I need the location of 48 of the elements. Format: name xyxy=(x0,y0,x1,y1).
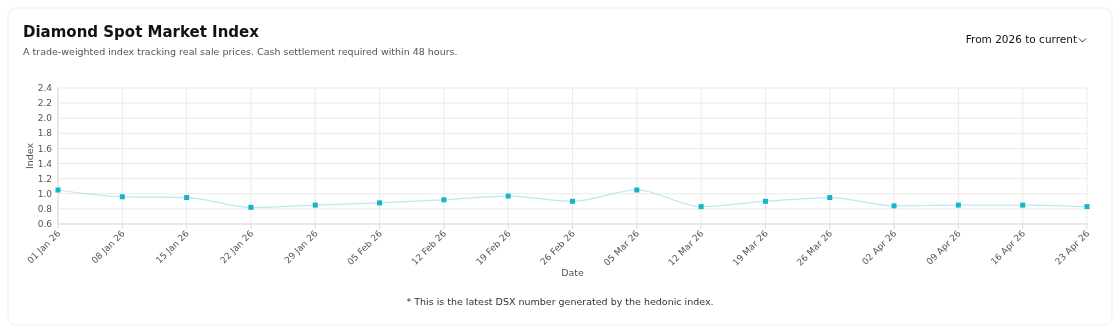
x-tick-label: 12 Feb 26 xyxy=(409,228,449,267)
y-axis-title: Index xyxy=(24,142,35,170)
point xyxy=(570,198,575,204)
y-tick-label: 2.2 xyxy=(37,98,52,109)
point xyxy=(312,202,318,208)
point xyxy=(377,200,383,206)
x-tick-label: 23 Apr 26 xyxy=(1053,228,1092,267)
point xyxy=(505,193,511,199)
y-tick-label: 0.8 xyxy=(37,204,53,215)
y-tick-label: 0.6 xyxy=(37,219,53,230)
point xyxy=(955,202,961,208)
y-tick-label: 2.4 xyxy=(37,83,53,94)
point xyxy=(1020,202,1026,208)
x-axis-title: Date xyxy=(561,267,584,278)
x-tick-label: 22 Jan 26 xyxy=(218,228,256,266)
chart-title: Diamond Spot Market Index xyxy=(23,23,260,41)
x-tick-label: 19 Feb 26 xyxy=(474,228,513,267)
point xyxy=(698,204,704,210)
x-tick-label: 29 Jan 26 xyxy=(282,228,320,266)
x-tick-label: 02 Apr 26 xyxy=(860,228,899,267)
x-tick-label: 09 Apr 26 xyxy=(924,228,963,267)
point xyxy=(762,198,768,204)
point xyxy=(1084,204,1090,210)
x-tick-label: 01 Jan 26 xyxy=(25,228,63,266)
y-tick-label: 2.0 xyxy=(37,113,53,124)
point xyxy=(119,194,125,200)
x-tick-label: 26 Mar 26 xyxy=(794,228,835,268)
x-tick-label: 16 Apr 26 xyxy=(988,228,1028,267)
point xyxy=(441,197,447,203)
point xyxy=(184,195,190,201)
y-tick-label: 1.6 xyxy=(37,143,53,154)
point xyxy=(248,204,254,210)
point xyxy=(55,187,61,193)
text: From 2026 to current xyxy=(965,33,1077,45)
y-tick-label: 1.0 xyxy=(37,188,53,199)
x-tick-label: 15 Jan 26 xyxy=(153,228,192,266)
y-tick-label: 1.8 xyxy=(37,128,53,139)
text: * This is the latest DSX number generated by the hedonic index. xyxy=(406,296,714,307)
y-tick-label: 1.2 xyxy=(37,173,52,184)
point xyxy=(891,203,897,209)
x-tick-label: 08 Jan 26 xyxy=(89,228,127,266)
x-tick-label: 26 Feb 26 xyxy=(538,228,578,267)
x-tick-label: 05 Mar 26 xyxy=(601,228,642,268)
y-tick-label: 1.4 xyxy=(37,158,53,169)
x-tick-label: 05 Feb 26 xyxy=(345,228,385,267)
point xyxy=(634,187,640,193)
point xyxy=(827,195,833,201)
chart-subtitle: A trade-weighted index tracking real sale prices. Cash settlement required within 48 hours. xyxy=(23,46,458,57)
